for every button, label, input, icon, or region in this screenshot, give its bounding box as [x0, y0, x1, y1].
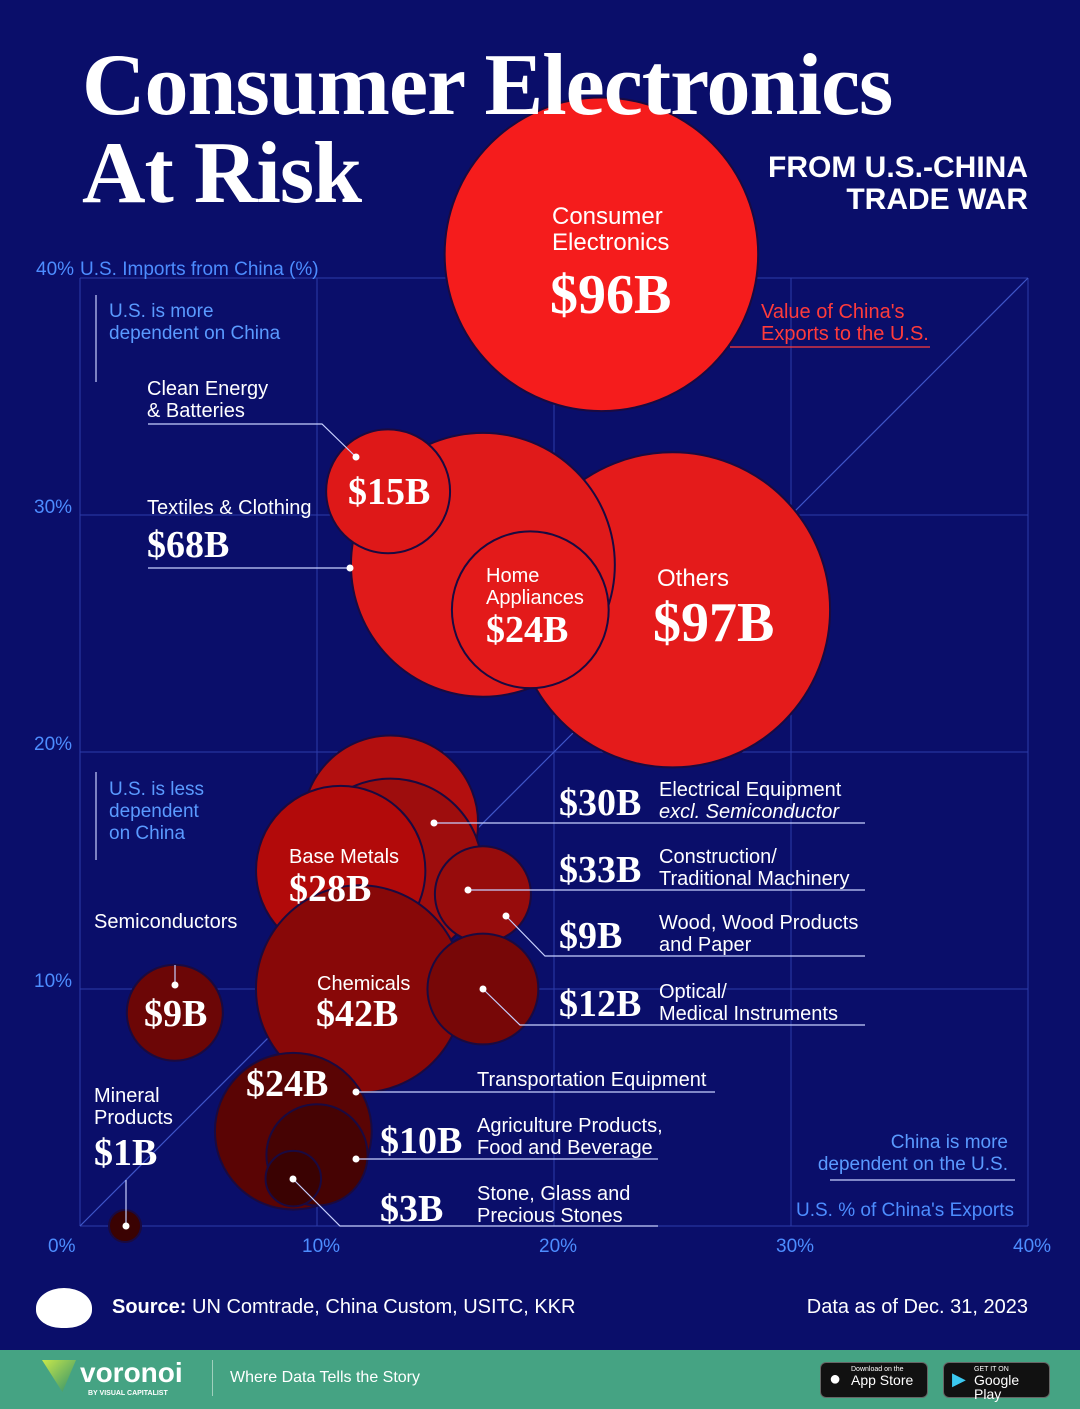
data-date: Data as of Dec. 31, 2023	[806, 1296, 1028, 1318]
value-electrical: $30B	[559, 782, 642, 824]
value-home-appliances: $24B	[486, 609, 569, 651]
bubble-consumer-electronics	[443, 96, 760, 413]
play-icon: ▶	[952, 1369, 966, 1389]
source: Source: UN Comtrade, China Custom, USITC…	[112, 1296, 576, 1318]
label-others: Others	[657, 565, 730, 592]
value-mineral: $1B	[94, 1132, 158, 1174]
bubble-wood-wood-products-and-paper	[433, 845, 532, 944]
leader-lines	[95, 295, 1015, 1227]
annotation-more-dependent: U.S. is more dependent on China	[109, 301, 281, 344]
value-stone: $3B	[380, 1188, 444, 1230]
subtitle: FROM U.S.-CHINA TRADE WAR	[768, 151, 1028, 217]
value-semiconductors: $9B	[144, 993, 208, 1035]
brand: voronoi	[80, 1357, 183, 1388]
y-tick-40: 40%	[36, 259, 75, 280]
value-wood: $9B	[559, 915, 623, 957]
label-base-metals: Base Metals	[289, 846, 400, 868]
title-line-1: Consumer Electronics	[82, 37, 893, 134]
label-optical: Optical/Medical Instruments	[659, 981, 838, 1025]
voronoi-logo-icon	[42, 1360, 76, 1392]
label-clean-energy: Clean Energy & Batteries	[147, 378, 269, 422]
leader-dots	[122, 453, 510, 1230]
x-axis-label: U.S. % of China's Exports	[796, 1200, 1014, 1221]
label-semiconductors: Semiconductors	[94, 911, 238, 933]
value-clean-energy: $15B	[348, 471, 431, 513]
label-textiles: Textiles & Clothing	[147, 497, 312, 519]
value-consumer-electronics: $96B	[550, 264, 672, 326]
x-tick-0: 0%	[48, 1236, 76, 1257]
annotation-less-dependent: U.S. is less dependent on China	[109, 779, 205, 844]
x-tick-20: 20%	[539, 1236, 578, 1257]
y-tick-30: 30%	[34, 497, 73, 518]
divider	[212, 1360, 213, 1396]
x-tick-10: 10%	[302, 1236, 341, 1257]
label-wood: Wood, Wood Products and Paper	[659, 912, 859, 956]
label-home-appliances: Home Appliances	[486, 565, 584, 609]
google-play-button[interactable]: ▶ GET IT ON Google Play	[943, 1362, 1050, 1401]
y-axis-label: U.S. Imports from China (%)	[80, 259, 319, 280]
label-agriculture: Agriculture Products, Food and Beverage	[477, 1115, 663, 1159]
bubble-semiconductors	[125, 963, 224, 1062]
value-construction: $33B	[559, 849, 642, 891]
value-textiles: $68B	[147, 524, 230, 566]
annotation-china-dependent: China is more dependent on the U.S.	[817, 1132, 1008, 1175]
value-others: $97B	[653, 592, 775, 654]
tagline: Where Data Tells the Story	[230, 1369, 421, 1386]
y-tick-20: 20%	[34, 734, 73, 755]
label-mineral: Mineral Products	[94, 1085, 173, 1129]
y-tick-10: 10%	[34, 971, 73, 992]
label-chemicals: Chemicals	[317, 973, 411, 995]
bubble-home-appliances	[450, 530, 610, 690]
label-stone: Stone, Glass and Precious Stones	[477, 1183, 631, 1227]
size-legend: Value of China's Exports to the U.S.	[761, 301, 929, 345]
title-line-2: At Risk	[82, 125, 362, 222]
label-construction: Construction/Traditional Machinery	[659, 846, 850, 890]
value-agriculture: $10B	[380, 1120, 463, 1162]
x-tick-40: 40%	[1013, 1236, 1052, 1257]
diagonal-reference-line	[79, 277, 1029, 1227]
visual-capitalist-logo-icon	[36, 1288, 92, 1328]
footer-bar: voronoi BY VISUAL CAPITALIST Where Data …	[0, 1350, 1080, 1409]
label-transportation: Transportation Equipment	[477, 1069, 707, 1091]
value-base-metals: $28B	[289, 868, 372, 910]
apple-icon: ●	[829, 1368, 842, 1390]
value-chemicals: $42B	[316, 993, 399, 1035]
brand-sub: BY VISUAL CAPITALIST	[88, 1390, 168, 1397]
value-optical: $12B	[559, 983, 642, 1025]
label-electrical: Electrical Equipment excl. Semiconductor	[659, 779, 842, 823]
value-transportation: $24B	[246, 1063, 329, 1105]
x-tick-30: 30%	[776, 1236, 815, 1257]
label-consumer-electronics: Consumer Electronics	[552, 203, 670, 256]
app-store-button[interactable]: ● Download on the App Store	[820, 1362, 928, 1398]
